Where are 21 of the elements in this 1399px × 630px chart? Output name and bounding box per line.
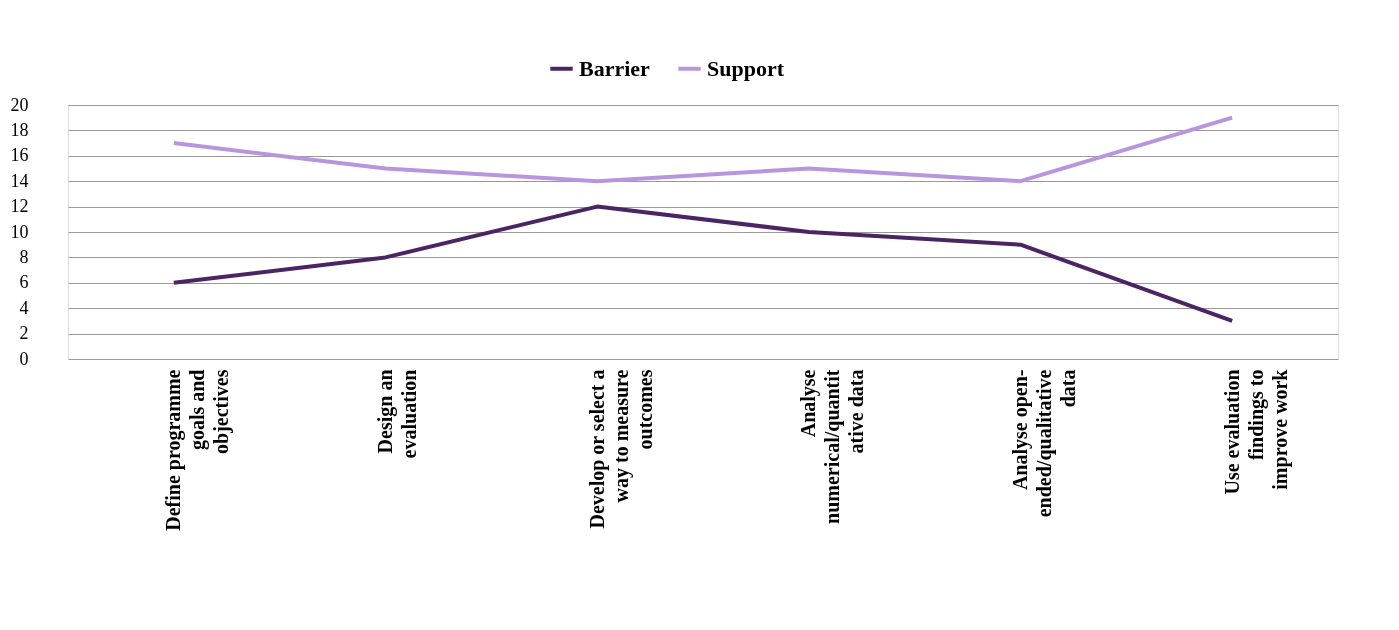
legend-label: Support (707, 55, 785, 81)
x-tick-label: Define programme goals and objectives (162, 369, 234, 531)
x-tick-label: Use evaluation findings to improve work (1220, 368, 1292, 495)
y-tick-label: 16 (10, 145, 29, 166)
y-tick-label: 2 (19, 323, 29, 344)
y-tick-label: 20 (10, 94, 29, 115)
y-tick-label: 8 (19, 246, 29, 267)
x-tick-label: Develop or select a way to measure outcomes (585, 369, 656, 529)
x-tick-label: Analyse numerical/quantit ative data (797, 369, 868, 524)
x-tick-label: Analyse open- ended/qualitative data (1009, 369, 1079, 518)
y-tick-label: 4 (19, 297, 29, 318)
y-tick-label: 10 (10, 221, 29, 242)
y-tick-label: 6 (19, 272, 29, 293)
y-tick-label: 18 (10, 119, 29, 140)
legend-label: Barrier (579, 55, 651, 81)
y-tick-label: 12 (10, 196, 29, 217)
line-series (171, 115, 1235, 184)
y-tick-label: 0 (19, 348, 29, 369)
x-tick-label: Design an evaluation (374, 369, 420, 459)
line-series (171, 204, 1235, 323)
y-tick-label: 14 (10, 170, 29, 191)
